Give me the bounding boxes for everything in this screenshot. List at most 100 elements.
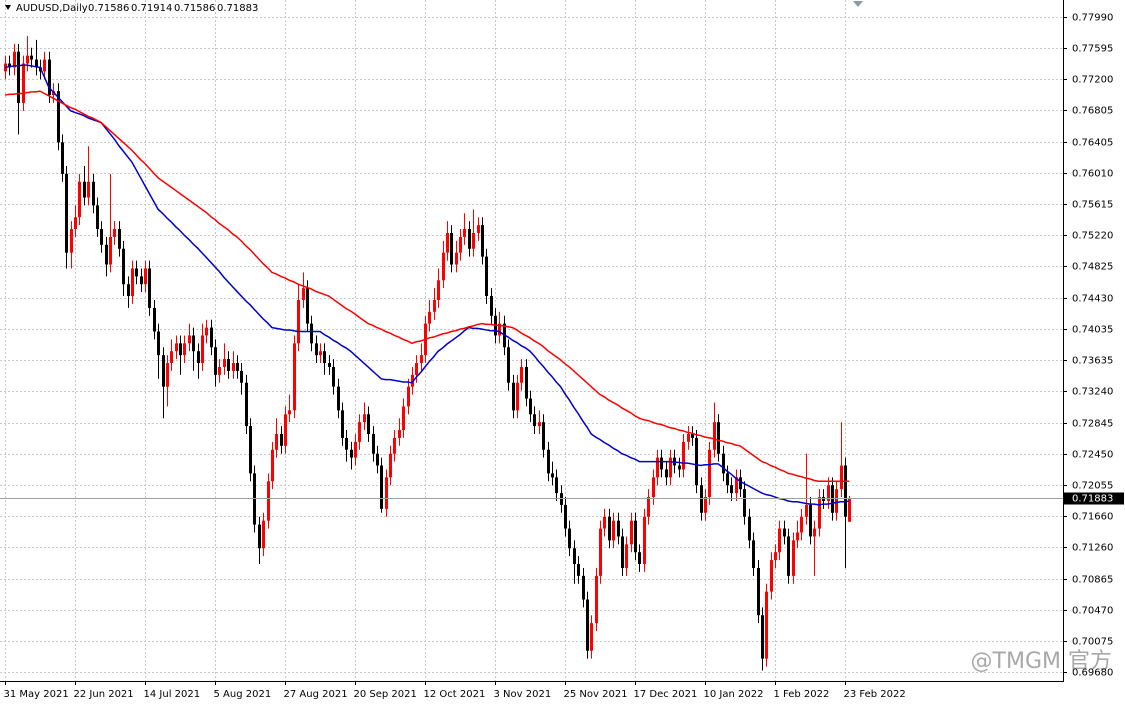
candle-body	[48, 59, 51, 96]
candle-body	[245, 382, 248, 427]
candle-body	[498, 323, 501, 336]
candle-body	[214, 347, 217, 375]
header-low: 0.71586	[174, 3, 215, 14]
candle-body	[315, 343, 318, 356]
watermark: @TMGM 官方	[971, 649, 1112, 674]
candle-body	[783, 528, 786, 537]
candle-body	[481, 225, 484, 257]
candle-body	[665, 469, 668, 478]
candle-body	[100, 229, 103, 245]
candle-body	[358, 422, 361, 442]
symbol: AUDUSD,Daily	[16, 3, 88, 14]
candle-body	[525, 366, 528, 399]
candle-body	[560, 493, 563, 505]
y-tick-label: 0.77595	[1072, 44, 1113, 55]
candle-body	[288, 410, 291, 415]
shift-marker	[853, 1, 863, 7]
candle-body	[70, 229, 73, 253]
candle-body	[135, 268, 138, 277]
y-tick-label: 0.73240	[1072, 387, 1113, 398]
candle-body	[26, 55, 29, 64]
candle-body	[113, 229, 116, 237]
candle-body	[407, 386, 410, 407]
candle-body	[236, 363, 239, 371]
candle-body	[153, 307, 156, 332]
candle-body	[778, 528, 781, 553]
candle-body	[835, 489, 838, 513]
y-tick-label: 0.75220	[1072, 231, 1113, 242]
candle-body	[170, 351, 173, 364]
candle-body	[586, 599, 589, 651]
candle-body	[538, 422, 541, 427]
candle-body	[765, 591, 768, 659]
y-tick-label: 0.77990	[1072, 13, 1113, 24]
x-tick-label: 14 Jul 2021	[144, 689, 201, 700]
candle-body	[57, 91, 60, 143]
y-tick-label: 0.71260	[1072, 543, 1113, 554]
candle-body	[319, 351, 322, 356]
candle-body	[551, 473, 554, 478]
y-tick-label: 0.69680	[1072, 668, 1113, 679]
candle-body	[743, 489, 746, 517]
candle-body	[35, 59, 38, 68]
candle-body	[520, 366, 523, 383]
candle-body	[512, 382, 515, 411]
candle-body	[428, 311, 431, 324]
candle-body	[328, 363, 331, 367]
candle-body	[402, 406, 405, 431]
candle-body	[682, 441, 685, 470]
chart-header: AUDUSD,Daily 0.71586 0.71914 0.71586 0.7…	[5, 3, 258, 14]
candle-body	[43, 59, 46, 72]
y-tick-label: 0.76010	[1072, 169, 1113, 180]
candle-body	[490, 296, 493, 316]
y-tick-label: 0.72055	[1072, 481, 1113, 492]
candle-body	[564, 504, 567, 529]
x-tick-label: 1 Feb 2022	[774, 689, 830, 700]
y-tick-label: 0.72450	[1072, 450, 1113, 461]
candle-body	[700, 485, 703, 513]
candle-body	[118, 229, 121, 249]
candle-body	[630, 520, 633, 545]
candle-body	[131, 268, 134, 297]
candle-body	[61, 142, 64, 174]
candle-body	[83, 181, 86, 198]
x-tick-label: 27 Aug 2021	[284, 689, 348, 700]
candle-body	[205, 327, 208, 336]
candle-body	[127, 284, 130, 297]
candle-body	[757, 567, 760, 616]
candle-body	[595, 575, 598, 624]
candle-body	[634, 520, 637, 553]
candle-body	[822, 497, 825, 501]
candle-body	[96, 205, 99, 230]
candle-body	[433, 299, 436, 312]
candle-body	[192, 335, 195, 352]
x-tick-label: 22 Jun 2021	[74, 689, 134, 700]
candle-body	[573, 548, 576, 565]
candle-body	[183, 343, 186, 356]
candle-body	[223, 359, 226, 367]
candle-body	[547, 449, 550, 474]
candle-body	[275, 433, 278, 450]
candle-body	[652, 477, 655, 498]
candle-body	[468, 229, 471, 249]
candle-body	[577, 564, 580, 576]
candle-body	[140, 276, 143, 285]
x-tick-label: 20 Sep 2021	[354, 689, 417, 700]
candle-body	[74, 217, 77, 230]
candle-body	[704, 497, 707, 513]
candle-body	[805, 504, 808, 517]
candle-body	[608, 516, 611, 541]
candle-body	[599, 528, 602, 576]
candle-body	[310, 323, 313, 344]
candle-body	[660, 457, 663, 470]
candle-body	[30, 55, 33, 60]
candle-body	[201, 335, 204, 364]
candle-body	[415, 363, 418, 375]
y-tick-label: 0.76805	[1072, 106, 1113, 117]
candle-body	[787, 536, 790, 576]
x-tick-label: 31 May 2021	[4, 689, 69, 700]
candle-body	[477, 225, 480, 233]
candle-body	[87, 181, 90, 198]
